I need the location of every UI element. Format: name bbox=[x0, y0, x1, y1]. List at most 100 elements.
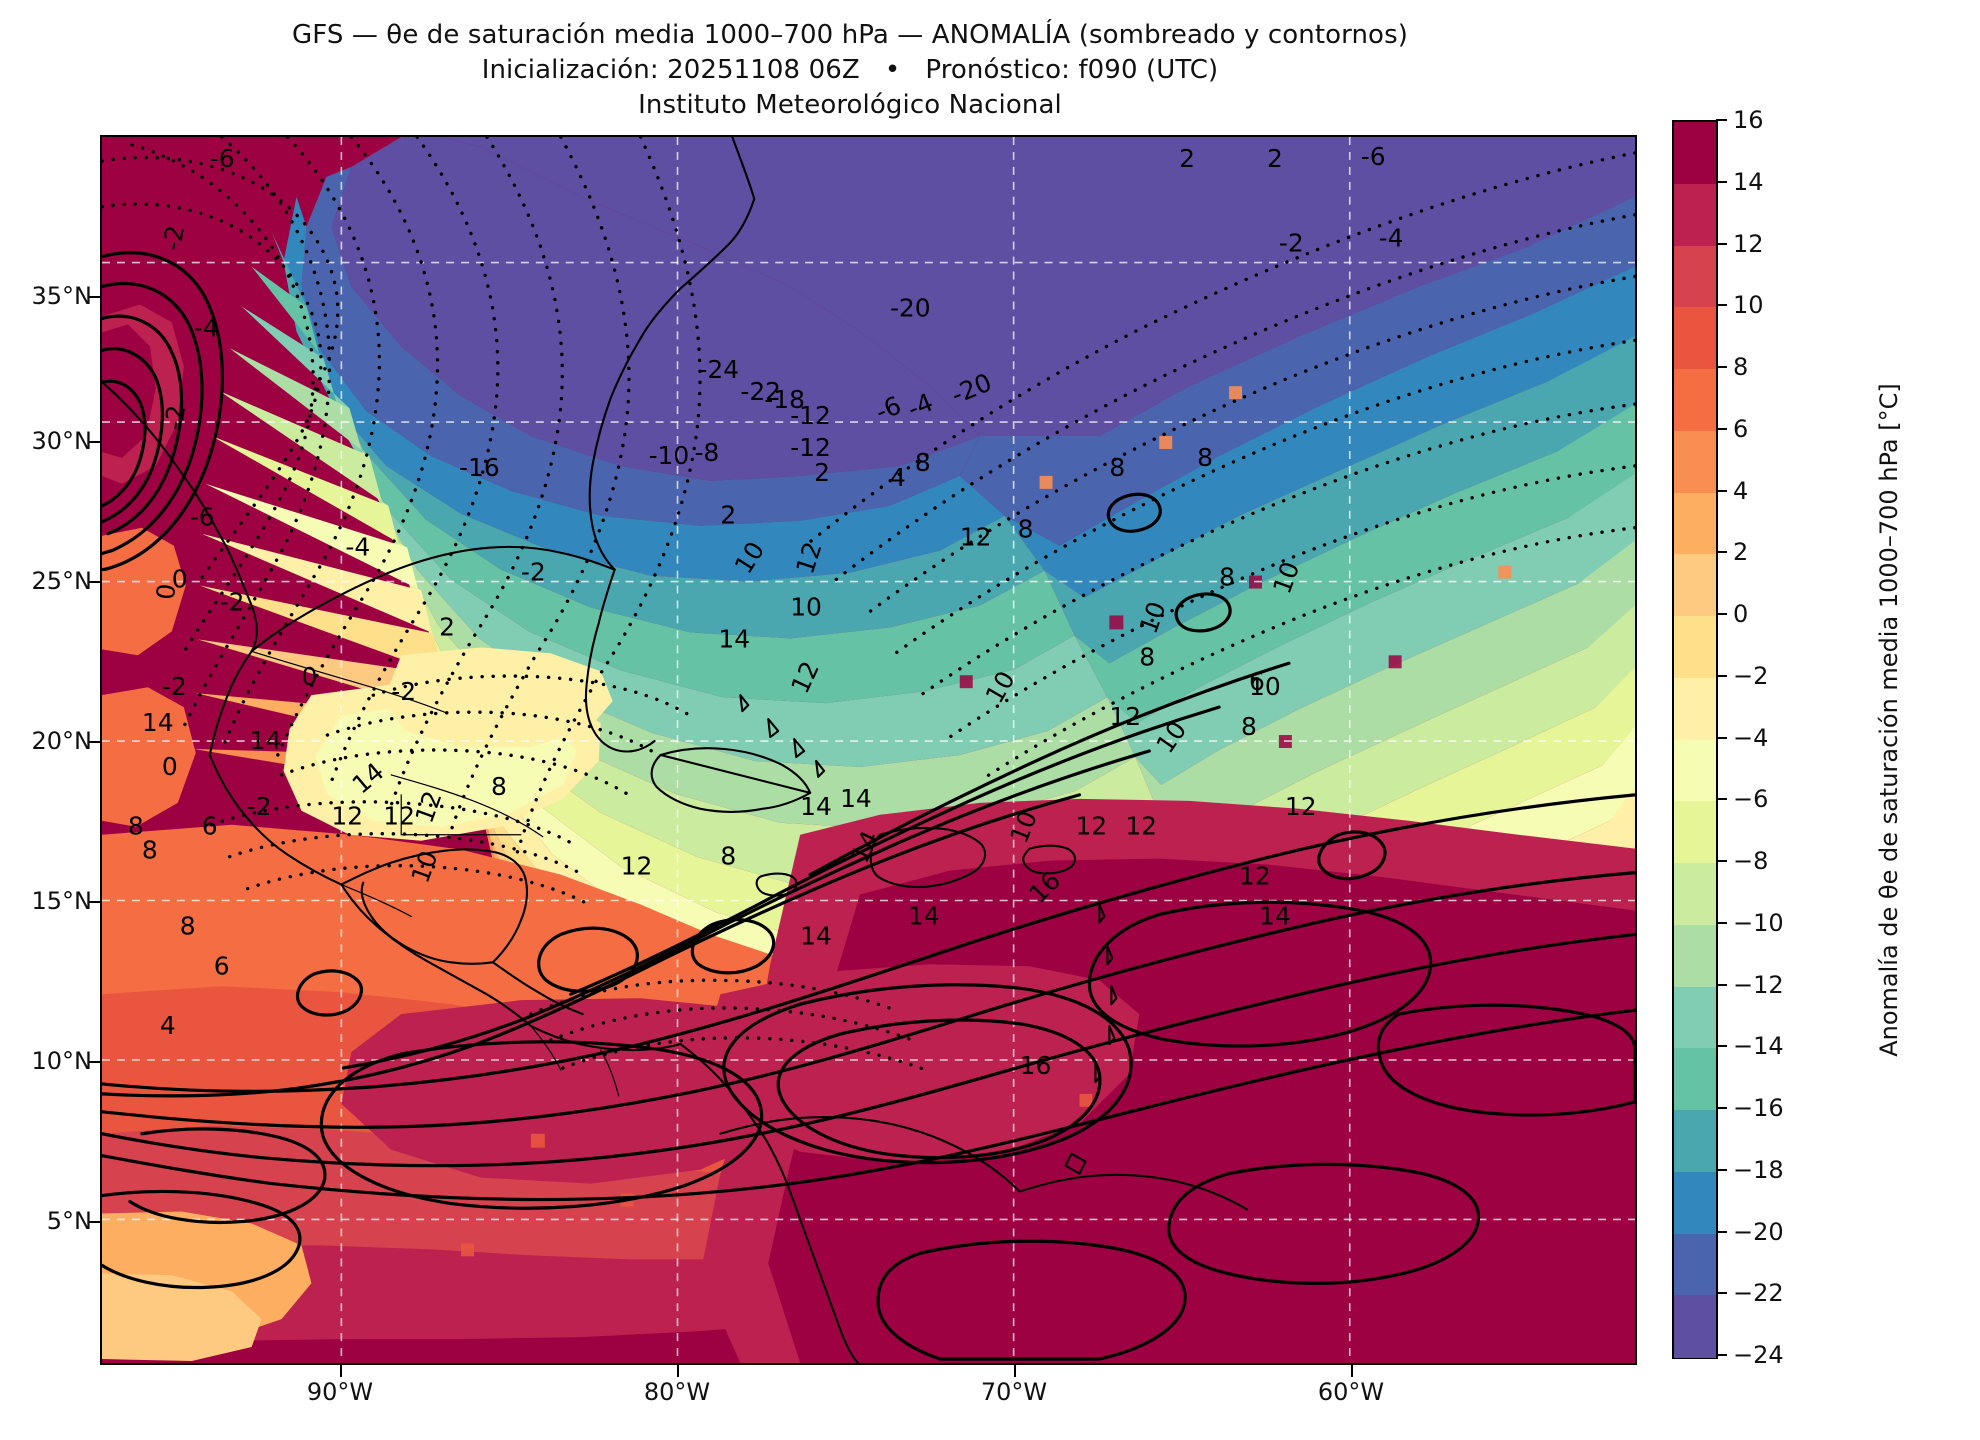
contour-label-14a: 14 bbox=[718, 624, 750, 653]
y-tick-20 bbox=[88, 741, 100, 743]
contour-label-8a: 8 bbox=[915, 448, 931, 477]
colorbar-tick-label: −8 bbox=[1733, 847, 1769, 875]
colorbar-tick bbox=[1716, 551, 1727, 554]
contour-label-6a: 6 bbox=[1249, 667, 1265, 696]
y-label-15: 15°N bbox=[31, 887, 93, 915]
y-label-10: 10°N bbox=[31, 1047, 93, 1075]
contour-label-14b: 14 bbox=[840, 784, 872, 813]
contour-label-12i: 12 bbox=[1075, 812, 1107, 841]
colorbar[interactable] bbox=[1672, 120, 1718, 1359]
colorbar-tick bbox=[1716, 366, 1727, 368]
contour-label-neg2f: -2 bbox=[220, 587, 245, 616]
contour-label-2a: 2 bbox=[1179, 144, 1195, 173]
contour-label-8c: 8 bbox=[1109, 453, 1125, 482]
y-tick-30 bbox=[88, 441, 100, 443]
colorbar-tick-label: 14 bbox=[1733, 167, 1764, 196]
colorbar-tick-label: 2 bbox=[1733, 538, 1749, 567]
contour-label-neg12b: -12 bbox=[790, 433, 831, 462]
contour-label-neg2b: -2 bbox=[159, 403, 191, 432]
contour-label-0b: 0 bbox=[162, 752, 178, 781]
colorbar-tick-label: −12 bbox=[1733, 970, 1784, 999]
colorbar-tick-label: 6 bbox=[1733, 414, 1749, 443]
colorbar-tick bbox=[1716, 921, 1727, 924]
colorbar-tick-label: −14 bbox=[1733, 1032, 1784, 1061]
contour-label-neg4a: -4 bbox=[194, 313, 219, 342]
colorbar-segment bbox=[1674, 1048, 1716, 1111]
colorbar-axis-label: Anomalía de θe de saturación media 1000–… bbox=[1875, 383, 1903, 1057]
title-line-3: Instituto Meteorológico Nacional bbox=[638, 90, 1062, 120]
contour-label-8d: 8 bbox=[1197, 443, 1213, 472]
x-tick-60w bbox=[1351, 1365, 1353, 1377]
y-tick-35 bbox=[88, 296, 100, 298]
contour-label-neg2h: -2 bbox=[521, 558, 546, 587]
contour-label-neg4d: -4 bbox=[345, 533, 370, 562]
contour-labels: -6 -2 -4 -2 -6 0 -2 0 -2 -20 -24 -22 -18… bbox=[128, 142, 1404, 1080]
colorbar-tick bbox=[1716, 674, 1727, 677]
contour-label-14f: 14 bbox=[800, 792, 832, 821]
contour-label-8j: 8 bbox=[720, 842, 736, 871]
colorbar-segment bbox=[1674, 554, 1716, 617]
shading-layer bbox=[102, 137, 1635, 1363]
colorbar-segment bbox=[1674, 1295, 1716, 1358]
colorbar-tick bbox=[1716, 1045, 1727, 1048]
y-tick-10 bbox=[88, 1061, 100, 1063]
y-label-30: 30°N bbox=[31, 427, 93, 455]
contour-label-neg8: -8 bbox=[694, 438, 719, 467]
colorbar-tick-label: −4 bbox=[1733, 723, 1769, 752]
colorbar-tick-label: −2 bbox=[1733, 661, 1769, 690]
colorbar-tick-label: −10 bbox=[1733, 908, 1784, 937]
contour-label-8f: 8 bbox=[1241, 712, 1257, 741]
colorbar-tick bbox=[1716, 860, 1727, 862]
contour-label-8k: 8 bbox=[180, 911, 196, 940]
colorbar-segment bbox=[1674, 1110, 1716, 1173]
title-line-2: Inicialización: 20251108 06Z • Pronóstic… bbox=[481, 55, 1219, 85]
contour-label-8b: 8 bbox=[1018, 515, 1034, 544]
contour-label-neg20: -20 bbox=[890, 293, 931, 322]
gridlines bbox=[102, 137, 1635, 1363]
colorbar-tick bbox=[1716, 242, 1727, 245]
y-label-20: 20°N bbox=[31, 727, 93, 755]
contour-label-10b: 10 bbox=[790, 592, 822, 621]
colorbar-segment bbox=[1674, 183, 1716, 247]
contour-label-12l: 12 bbox=[1285, 792, 1317, 821]
contour-label-neg4c: -4 bbox=[1379, 224, 1404, 253]
x-label-70w: 70°W bbox=[980, 1378, 1048, 1406]
colorbar-tick bbox=[1716, 427, 1727, 430]
contour-label-10g: 10 bbox=[1249, 672, 1281, 701]
contour-label-neg2d: -2 bbox=[247, 792, 272, 821]
colorbar-segment bbox=[1674, 369, 1716, 432]
y-label-25: 25°N bbox=[31, 567, 93, 595]
colorbar-segment bbox=[1674, 245, 1716, 308]
map-canvas: -6 -2 -4 -2 -6 0 -2 0 -2 -20 -24 -22 -18… bbox=[102, 137, 1635, 1363]
contour-label-neg2g: -2 bbox=[391, 677, 416, 706]
contour-label-neg18: -18 bbox=[764, 385, 805, 414]
positive-contours bbox=[102, 251, 1635, 1361]
contour-label-14d: 14 bbox=[142, 708, 174, 737]
contour-label-2d: 2 bbox=[814, 458, 830, 487]
contour-label-8h: 8 bbox=[142, 836, 158, 865]
colorbar-tick-label: −22 bbox=[1733, 1279, 1784, 1308]
contour-label-neg10: -10 bbox=[649, 441, 690, 470]
contour-label-0c: 0 bbox=[172, 565, 188, 594]
contour-label-8e: 8 bbox=[1139, 642, 1155, 671]
colorbar-segment bbox=[1674, 492, 1716, 555]
contour-label-2e: 2 bbox=[720, 501, 736, 530]
contour-label-4a2: 4 bbox=[160, 1011, 176, 1040]
contour-label-8l: 8 bbox=[1219, 563, 1235, 592]
contour-label-12k: 12 bbox=[1239, 862, 1271, 891]
colorbar-tick-label: −24 bbox=[1733, 1341, 1784, 1369]
contour-label-4a: 4 bbox=[890, 463, 906, 492]
colorbar-tick-label: 8 bbox=[1733, 353, 1749, 381]
contour-label-8i: 8 bbox=[491, 772, 507, 801]
colorbar-tick-label: −6 bbox=[1733, 785, 1769, 814]
contour-label-14h: 14 bbox=[1259, 901, 1291, 930]
colorbar-segment bbox=[1674, 863, 1716, 926]
contour-label-16b: 16 bbox=[1020, 1051, 1052, 1080]
contour-label-14i: 14 bbox=[908, 901, 940, 930]
contour-label-neg2c: -2 bbox=[162, 672, 187, 701]
y-tick-15 bbox=[88, 901, 100, 903]
colorbar-segment bbox=[1674, 122, 1716, 185]
contour-label-2b: 2 bbox=[1267, 144, 1283, 173]
contour-label-6c: 6 bbox=[214, 951, 230, 980]
y-label-5: 5°N bbox=[46, 1207, 92, 1235]
